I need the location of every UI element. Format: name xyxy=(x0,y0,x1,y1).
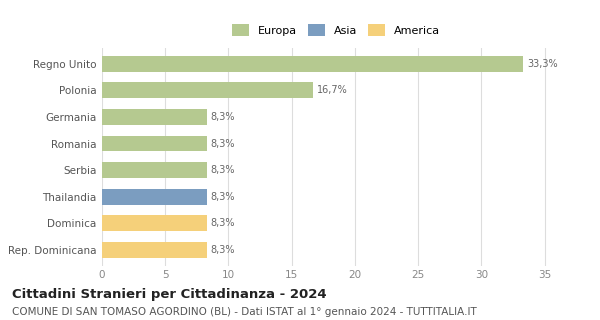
Text: 33,3%: 33,3% xyxy=(527,59,557,69)
Text: 16,7%: 16,7% xyxy=(317,85,348,95)
Bar xyxy=(102,136,207,151)
Legend: Europa, Asia, America: Europa, Asia, America xyxy=(230,22,442,38)
Text: Cittadini Stranieri per Cittadinanza - 2024: Cittadini Stranieri per Cittadinanza - 2… xyxy=(12,288,326,301)
Bar xyxy=(102,56,523,72)
Text: 8,3%: 8,3% xyxy=(211,245,235,255)
Bar xyxy=(102,109,207,125)
Text: COMUNE DI SAN TOMASO AGORDINO (BL) - Dati ISTAT al 1° gennaio 2024 - TUTTITALIA.: COMUNE DI SAN TOMASO AGORDINO (BL) - Dat… xyxy=(12,307,477,317)
Text: 8,3%: 8,3% xyxy=(211,192,235,202)
Bar xyxy=(102,189,207,204)
Text: 8,3%: 8,3% xyxy=(211,112,235,122)
Bar xyxy=(102,83,313,99)
Text: 8,3%: 8,3% xyxy=(211,165,235,175)
Text: 8,3%: 8,3% xyxy=(211,139,235,148)
Text: 8,3%: 8,3% xyxy=(211,218,235,228)
Bar xyxy=(102,215,207,231)
Bar xyxy=(102,242,207,258)
Bar xyxy=(102,162,207,178)
